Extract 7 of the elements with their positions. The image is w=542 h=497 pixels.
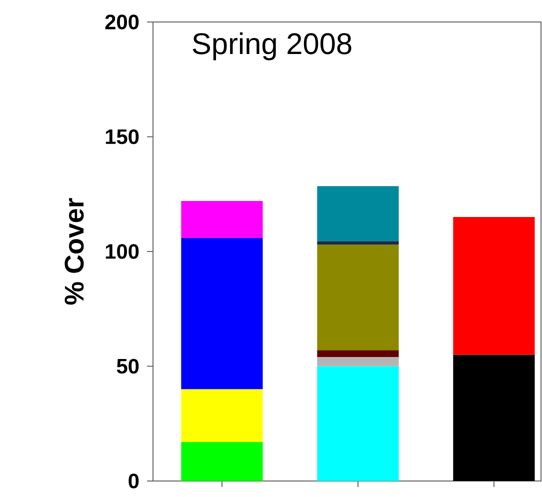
y-axis-title: % Cover	[64, 198, 84, 305]
y-tick-label: 150	[106, 129, 139, 144]
y-tick-label: 0	[128, 474, 139, 488]
y-tick-label: 50	[116, 358, 139, 374]
y-tick-label: 200	[105, 14, 139, 30]
y-tick-label: 100	[106, 244, 139, 259]
chart-title: Spring 2008	[192, 32, 352, 60]
